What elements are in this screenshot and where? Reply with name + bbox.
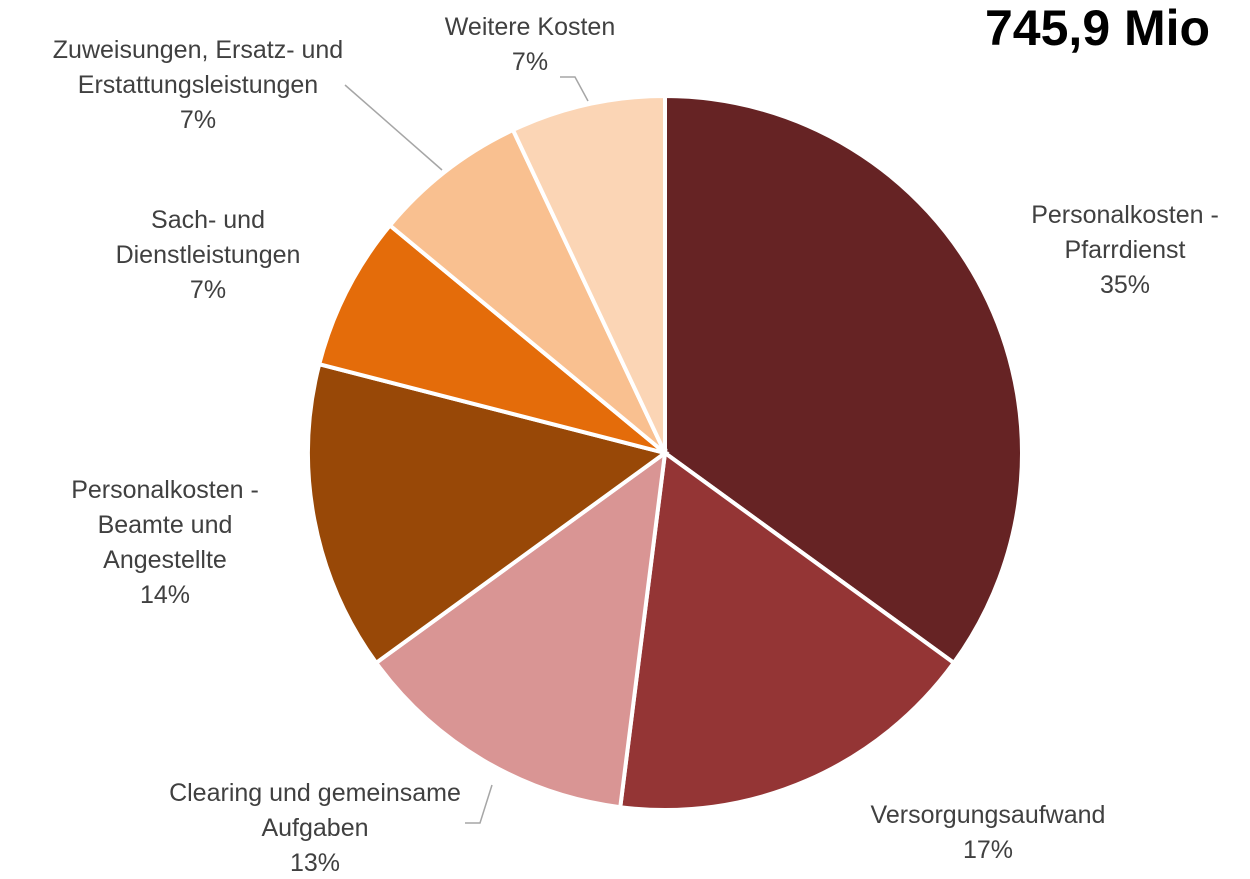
slice-label: Clearing und gemeinsame Aufgaben 13% <box>155 776 475 879</box>
value-label: 7% <box>189 276 227 304</box>
value-label: 7% <box>511 48 549 76</box>
category-label: Sach- und Dienstleistungen <box>115 206 301 269</box>
value-label: 14% <box>139 581 191 609</box>
category-label: Clearing und gemeinsame Aufgaben <box>169 779 461 842</box>
category-label: Personalkosten - Beamte und Angestellte <box>71 476 259 574</box>
slice-label: Sach- und Dienstleistungen 7% <box>92 203 324 308</box>
pie-slice <box>618 449 957 812</box>
slice-label: Weitere Kosten 7% <box>420 10 640 80</box>
pie-slice <box>663 93 1024 666</box>
pie-slice <box>373 448 668 810</box>
slice-label: Personalkosten - Beamte und Angestellte 1… <box>45 473 285 613</box>
pie-slice <box>316 222 667 455</box>
category-label: Zuweisungen, Ersatz- und Erstattungsleis… <box>52 36 344 99</box>
pie-slice <box>510 93 667 454</box>
value-label: 7% <box>179 106 217 134</box>
category-label: Weitere Kosten <box>444 13 616 41</box>
pie-slice <box>306 361 670 666</box>
slice-label: Versorgungsaufwand 17% <box>838 798 1138 868</box>
category-label: Personalkosten - Pfarrdienst <box>1031 201 1219 264</box>
value-label: 17% <box>962 836 1014 864</box>
pie-slice <box>387 127 667 455</box>
slice-label: Zuweisungen, Ersatz- und Erstattungsleis… <box>11 33 386 138</box>
slices <box>306 93 1024 812</box>
value-label: 35% <box>1099 271 1151 299</box>
leader-line <box>560 76 589 102</box>
value-label: 13% <box>289 849 341 877</box>
leader-line <box>465 784 493 824</box>
leader-line <box>344 84 443 171</box>
slice-label: Personalkosten - Pfarrdienst 35% <box>1000 198 1250 303</box>
category-label: Versorgungsaufwand <box>870 801 1106 829</box>
chart-title: 745,9 Mio <box>985 0 1210 56</box>
